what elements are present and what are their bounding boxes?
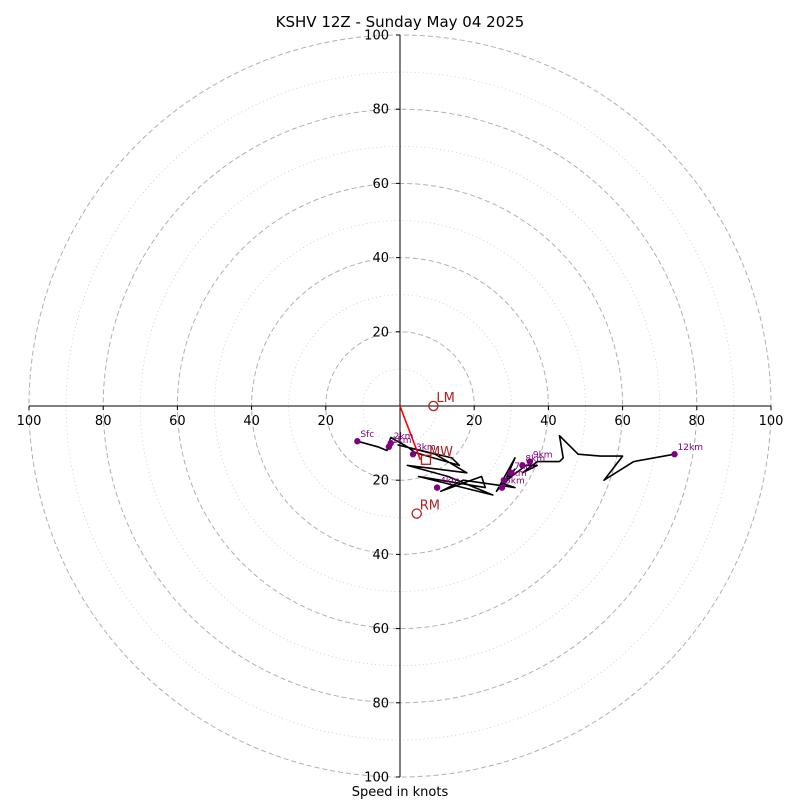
height-label-9km: 9km — [533, 451, 553, 461]
y-tick-label: 80 — [372, 103, 389, 118]
height-label-6km: 6km — [507, 469, 527, 479]
storm-marker-LM — [428, 400, 439, 412]
height-marker-4km — [433, 484, 441, 491]
height-marker-8km — [519, 462, 526, 469]
height-marker-12km — [671, 451, 678, 458]
y-tick-label: 20 — [372, 325, 389, 340]
x-tick-label: 80 — [689, 414, 706, 429]
x-tick-label: 80 — [95, 414, 112, 429]
x-tick-label: 20 — [466, 414, 483, 429]
x-tick-label: 20 — [318, 414, 335, 429]
hodograph-trace — [357, 405, 675, 496]
y-tick-label: 20 — [372, 474, 389, 489]
storm-motion-markers: LM RM MW — [411, 391, 455, 519]
height-label-5km: 5km — [505, 477, 525, 487]
hodograph-line — [357, 434, 675, 496]
y-tick-label: 100 — [364, 29, 389, 44]
height-markers: Sfc1km2km3km4km5km6km7km8km9km12km — [354, 430, 703, 491]
height-marker-2km — [387, 439, 394, 447]
height-label-4km: 4km — [440, 477, 460, 487]
storm-label-RM: RM — [420, 499, 440, 514]
tick-labels: 100 80 60 40 20 20 40 60 80 100 100 80 60 40 20 20 40 60 8… — [17, 29, 784, 786]
height-marker-7km — [508, 469, 515, 476]
height-marker-9km — [526, 458, 534, 465]
y-tick-label: 60 — [372, 177, 389, 192]
height-marker-6km — [500, 477, 508, 484]
storm-marker-RM — [411, 508, 422, 519]
x-tick-label: 60 — [614, 414, 631, 429]
height-marker-5km — [498, 484, 506, 491]
shear-vector — [399, 405, 422, 461]
storm-label-LM: LM — [436, 391, 454, 406]
mean-wind-marker — [420, 454, 432, 465]
height-marker-Sfc — [354, 438, 361, 445]
height-label-8km: 8km — [525, 454, 545, 464]
x-tick-label: 100 — [17, 414, 42, 429]
height-label-Sfc: Sfc — [360, 430, 374, 440]
x-axis-label: Speed in knots — [352, 785, 449, 800]
y-tick-label: 80 — [372, 696, 389, 711]
x-tick-label: 40 — [243, 414, 260, 429]
mean-wind-label: MW — [429, 445, 453, 460]
height-label-12km: 12km — [678, 443, 703, 453]
y-tick-label: 100 — [364, 771, 389, 786]
x-tick-label: 100 — [759, 414, 784, 429]
x-tick-label: 60 — [169, 414, 186, 429]
y-tick-label: 40 — [372, 548, 389, 563]
y-tick-label: 40 — [372, 251, 389, 266]
y-tick-label: 60 — [372, 622, 389, 637]
height-marker-3km — [409, 451, 417, 458]
height-label-3km: 3km — [416, 443, 436, 453]
height-label-2km: 2km — [394, 432, 414, 442]
x-tick-label: 40 — [540, 414, 557, 429]
chart-title: KSHV 12Z - Sunday May 04 2025 — [276, 13, 525, 31]
height-label-1km: 1km — [392, 436, 412, 446]
